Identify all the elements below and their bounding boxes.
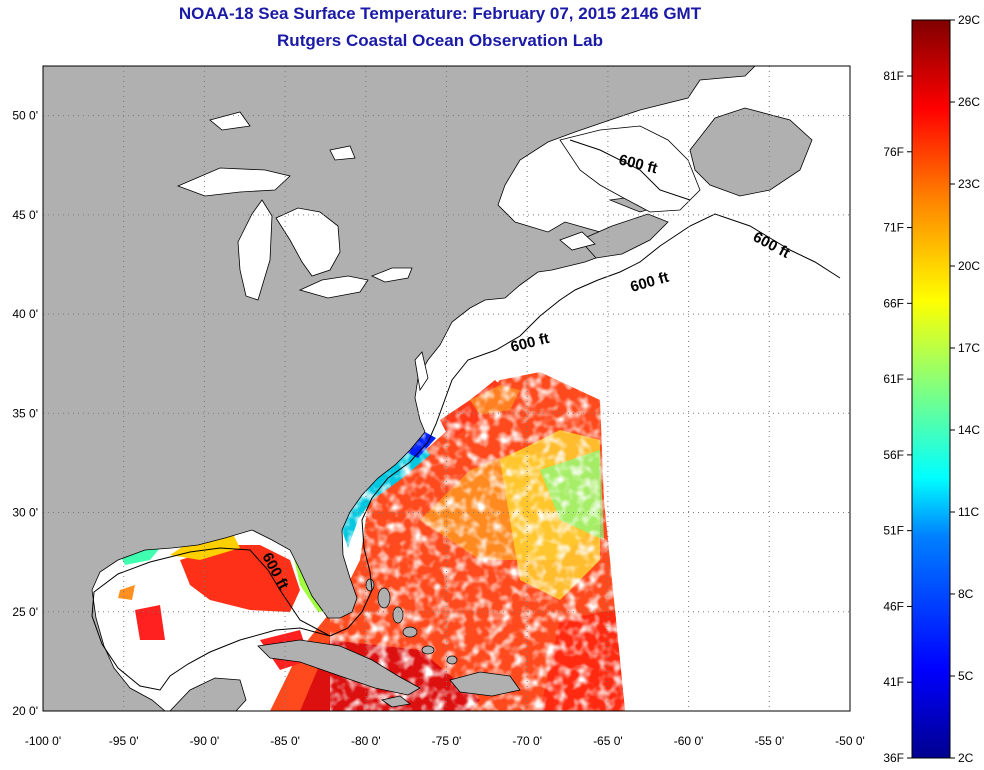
lat-tick-label: 35 0' (12, 406, 38, 420)
colorbar-fahrenheit-label: 81F (883, 69, 904, 83)
colorbar-fahrenheit-label: 71F (883, 221, 904, 235)
colorbar-celsius-label: 5C (958, 669, 974, 683)
great-lakes (176, 111, 701, 392)
colorbar-fahrenheit-label: 41F (883, 675, 904, 689)
lat-tick-label: 25 0' (12, 605, 38, 619)
colorbar-celsius-label: 17C (958, 341, 980, 355)
colorbar-celsius-label: 11C (958, 505, 979, 519)
colorbar-fahrenheit-label: 56F (883, 448, 904, 462)
colorbar-fahrenheit-label: 61F (883, 372, 904, 386)
lon-tick-label: -55 0' (754, 734, 784, 748)
colorbar-celsius-label: 26C (958, 95, 980, 109)
lat-tick-label: 50 0' (12, 109, 38, 123)
colorbar-celsius-label: 29C (958, 13, 980, 27)
colorbar-celsius-label: 8C (958, 587, 974, 601)
map-title: NOAA-18 Sea Surface Temperature: Februar… (178, 4, 702, 23)
lon-tick-label: -75 0' (432, 734, 462, 748)
lon-tick-label: -60 0' (674, 734, 704, 748)
lat-tick-label: 45 0' (12, 208, 38, 222)
colorbar-fahrenheit-label: 76F (883, 145, 904, 159)
lon-tick-label: -85 0' (270, 734, 300, 748)
colorbar-celsius-label: 2C (958, 751, 974, 765)
lat-tick-label: 30 0' (12, 506, 38, 520)
longitude-axis: -100 0' -95 0' -90 0' -85 0' -80 0' -75 0' -70… (25, 734, 865, 748)
colorbar-celsius-label: 23C (958, 177, 980, 191)
latitude-axis: 20 0' 25 0' 30 0' 35 0' 40 0' 45 0' 50 0' (12, 109, 38, 718)
bahamas (365, 578, 458, 665)
lon-tick-label: -100 0' (25, 734, 61, 748)
isobath-600ft (91, 139, 841, 691)
lon-tick-label: -90 0' (190, 734, 220, 748)
colorbar-fahrenheit-label: 51F (883, 524, 904, 538)
lon-tick-label: -95 0' (109, 734, 139, 748)
map-border (42, 65, 851, 712)
lat-tick-label: 20 0' (12, 704, 38, 718)
lon-tick-label: -80 0' (351, 734, 381, 748)
colorbar (911, 19, 951, 759)
colorbar-celsius-label: 20C (958, 259, 980, 273)
lat-tick-label: 40 0' (12, 307, 38, 321)
colorbar-labels: 29C 26C 23C 20C 17C 14C 11C 8C 5C 2C 81F 76F 71F 66F 6… (883, 13, 980, 765)
lon-tick-label: -65 0' (593, 734, 623, 748)
lon-tick-label: -70 0' (512, 734, 542, 748)
map-subtitle: Rutgers Coastal Ocean Observation Lab (277, 31, 603, 50)
colorbar-fahrenheit-label: 66F (883, 296, 904, 310)
lon-tick-label: -50 0' (835, 734, 865, 748)
colorbar-fahrenheit-label: 36F (883, 751, 904, 765)
colorbar-fahrenheit-label: 46F (883, 599, 904, 613)
colorbar-celsius-label: 14C (958, 423, 980, 437)
